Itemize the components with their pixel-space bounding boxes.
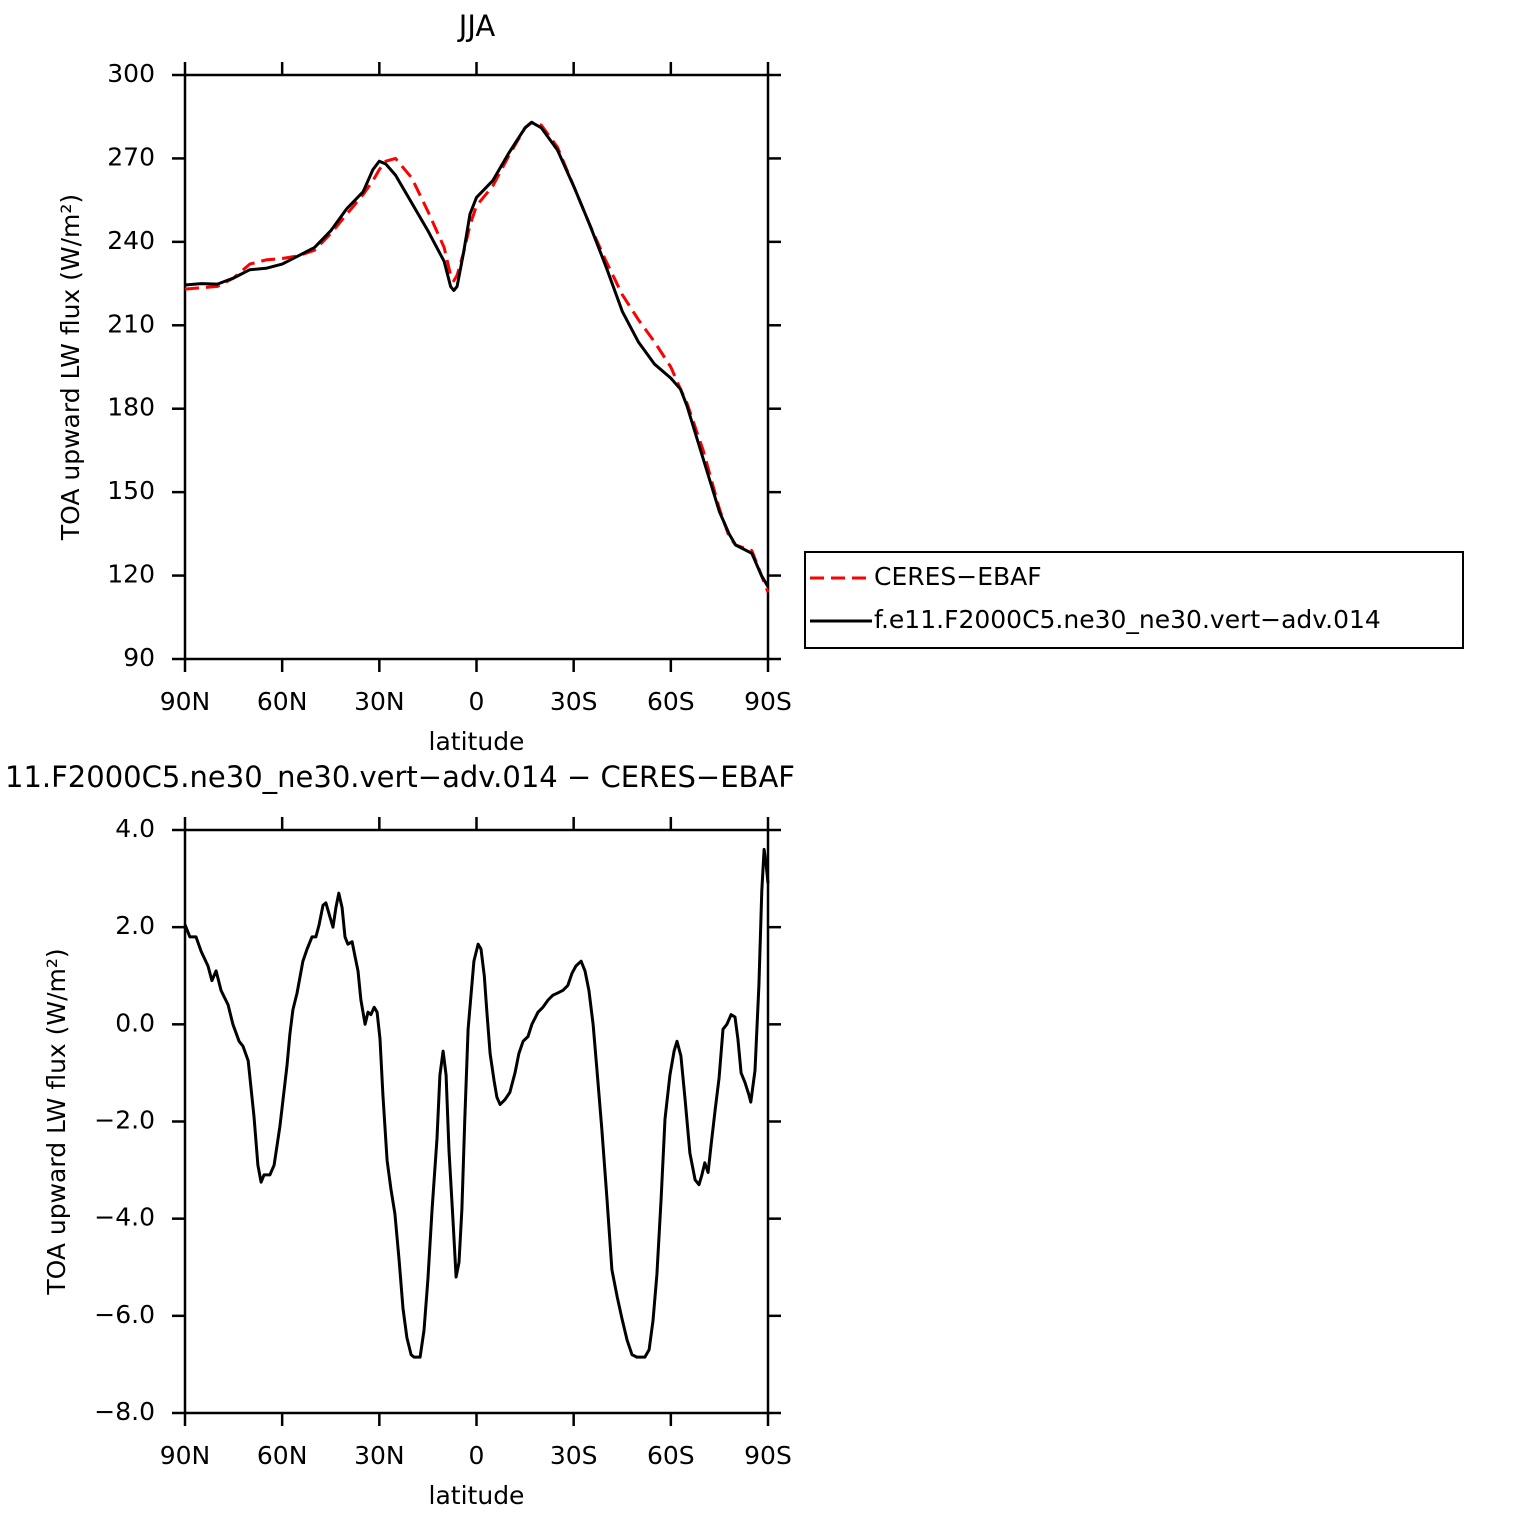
y-tick-label: 4.0 — [115, 814, 155, 843]
y-tick-label: 270 — [107, 142, 155, 171]
y-tick-label: −4.0 — [94, 1203, 155, 1232]
x-tick-label: 30S — [550, 687, 598, 716]
x-tick-label: 0 — [469, 1441, 485, 1470]
legend-label: f.e11.F2000C5.ne30_ne30.vert−adv.014 — [874, 605, 1381, 634]
x-axis-label: latitude — [429, 727, 525, 756]
y-axis-label: TOA upward LW flux (W/m²) — [42, 948, 71, 1295]
legend-box — [804, 551, 1464, 649]
x-tick-label: 30S — [550, 1441, 598, 1470]
y-tick-label: 0.0 — [115, 1008, 155, 1037]
y-tick-label: 150 — [107, 476, 155, 505]
chart-title: JJA — [457, 9, 496, 43]
x-tick-label: 60S — [647, 1441, 695, 1470]
y-tick-label: 90 — [123, 643, 155, 672]
x-tick-label: 90S — [744, 687, 792, 716]
legend-label: CERES−EBAF — [874, 562, 1042, 591]
x-tick-label: 60N — [257, 1441, 308, 1470]
y-axis-label: TOA upward LW flux (W/m²) — [56, 194, 85, 541]
data-line — [183, 847, 770, 1359]
x-tick-label: 60S — [647, 687, 695, 716]
y-tick-label: 120 — [107, 560, 155, 589]
y-tick-label: −2.0 — [94, 1106, 155, 1135]
x-tick-label: 90N — [160, 687, 211, 716]
y-tick-label: 240 — [107, 226, 155, 255]
y-tick-label: −8.0 — [94, 1397, 155, 1426]
y-tick-label: 180 — [107, 393, 155, 422]
y-tick-label: 300 — [107, 59, 155, 88]
x-tick-label: 90S — [744, 1441, 792, 1470]
x-axis-label: latitude — [429, 1481, 525, 1510]
data-line — [184, 120, 770, 593]
y-tick-label: −6.0 — [94, 1300, 155, 1329]
data-line — [184, 120, 770, 588]
x-tick-label: 30N — [354, 687, 405, 716]
x-tick-label: 30N — [354, 1441, 405, 1470]
y-tick-label: 2.0 — [115, 911, 155, 940]
x-tick-label: 0 — [469, 687, 485, 716]
y-tick-label: 210 — [107, 309, 155, 338]
chart-title: 11.F2000C5.ne30_ne30.vert−adv.014 − CERE… — [5, 760, 795, 794]
plot-frame — [183, 828, 770, 1415]
x-tick-label: 60N — [257, 687, 308, 716]
x-tick-label: 90N — [160, 1441, 211, 1470]
plot-frame — [183, 73, 770, 661]
